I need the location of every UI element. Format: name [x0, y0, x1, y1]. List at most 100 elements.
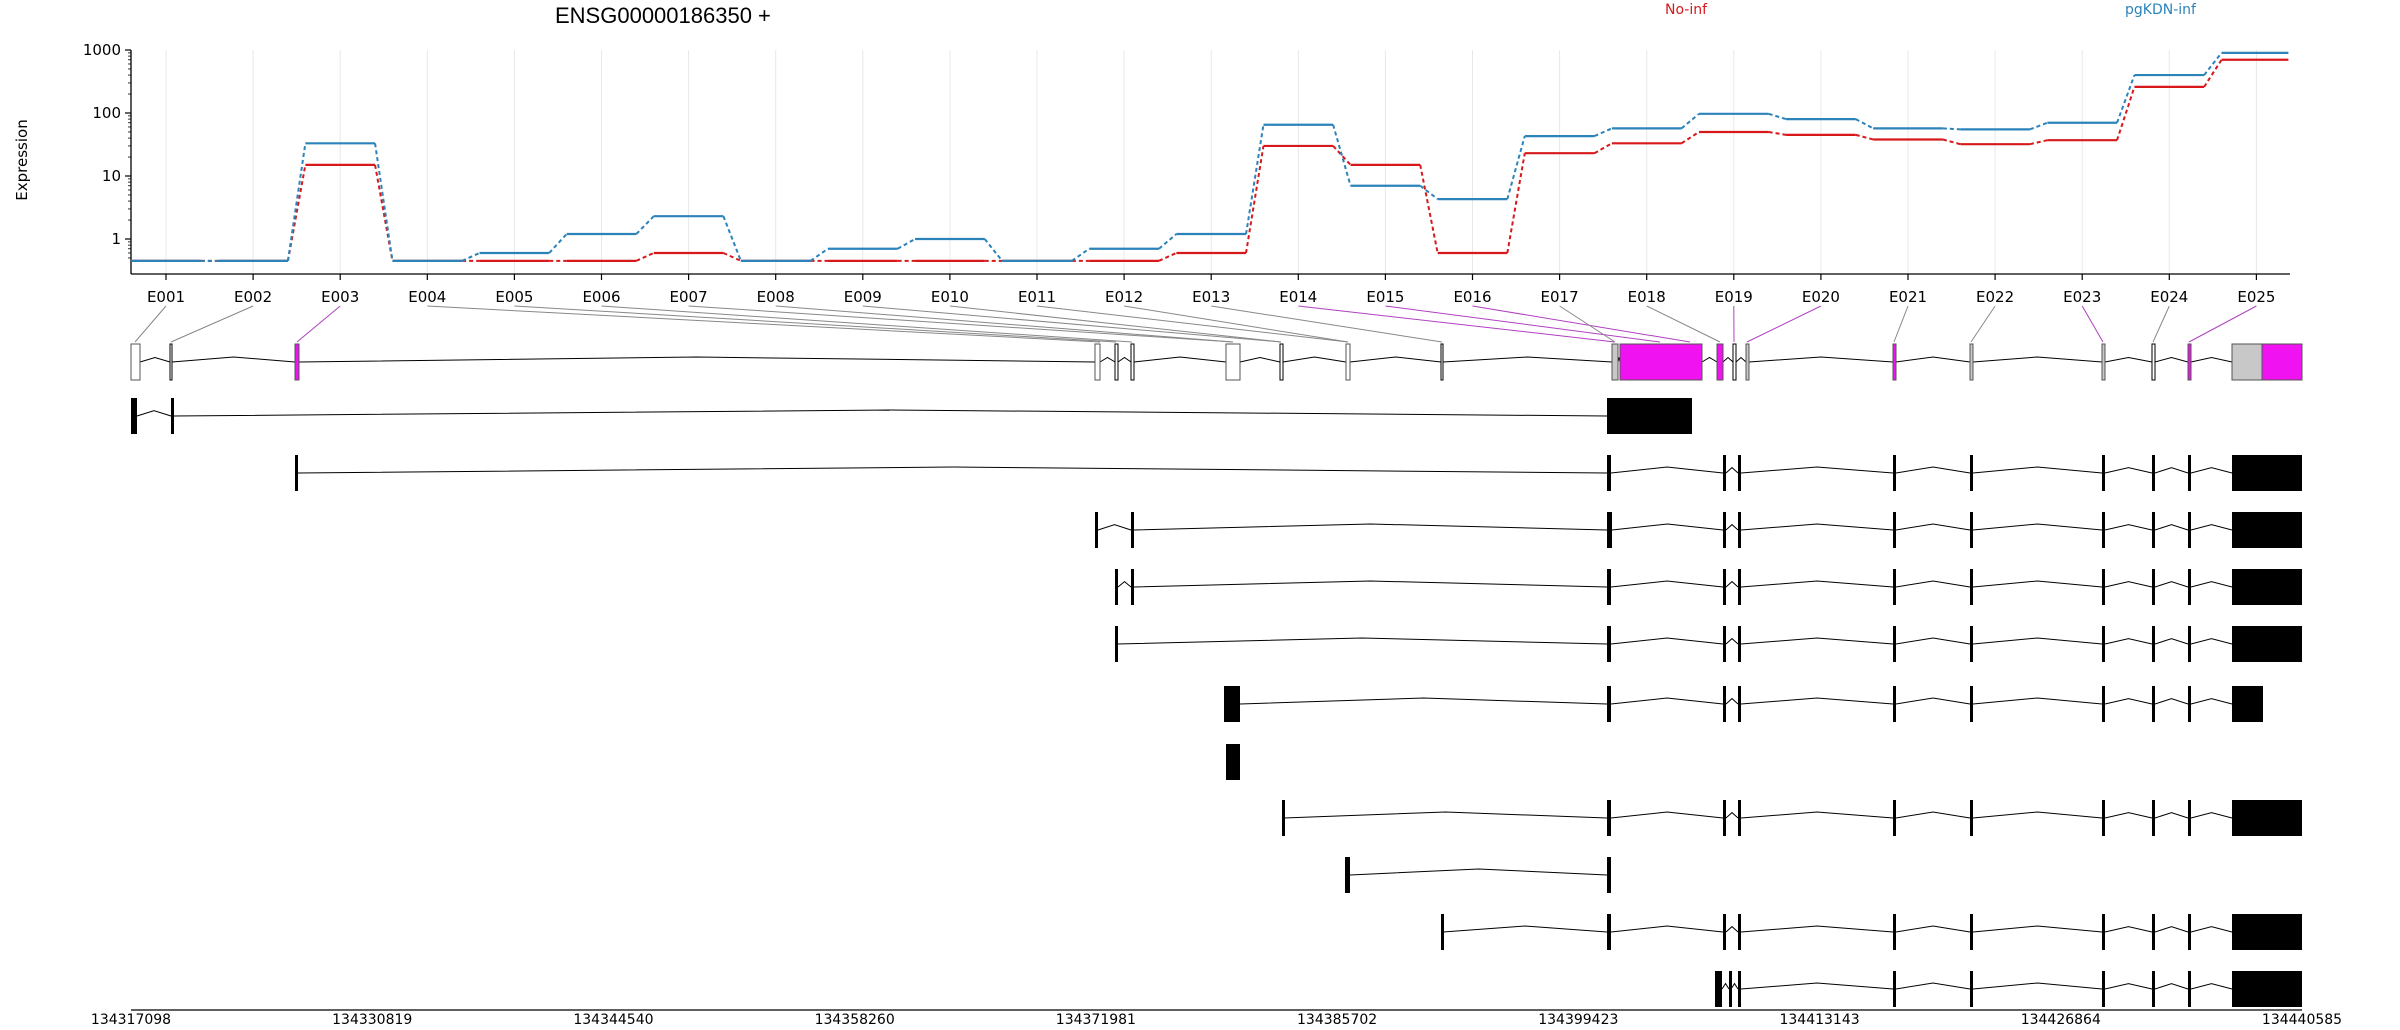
transcript-exon: [2232, 569, 2302, 605]
x-tick-label: E022: [1976, 288, 2014, 306]
intron-line: [2190, 581, 2233, 588]
intron-line: [2154, 524, 2189, 531]
intron-line: [1972, 811, 2103, 819]
data-transition: [1768, 112, 1787, 121]
transcript-4: [1115, 569, 2302, 605]
transcript-exon: [2102, 626, 2105, 662]
coord-tick-label: 134371981: [1056, 1012, 1136, 1028]
intron-line: [2154, 356, 2189, 363]
intron-line: [297, 466, 1608, 474]
data-transition: [374, 164, 394, 262]
intron-line: [1239, 697, 1608, 705]
coord-tick-label: 134385702: [1297, 1012, 1377, 1028]
gene-model-exon: [1611, 343, 1619, 381]
intron-line: [1972, 580, 2103, 588]
y-tick-label: 1: [111, 230, 121, 248]
intron-line: [1895, 982, 1971, 990]
intron-line: [1895, 925, 1971, 933]
data-transition: [1245, 145, 1265, 254]
transcript-6: [1224, 686, 2263, 722]
intron-line: [1895, 356, 1971, 363]
transcript-exon: [1282, 800, 1285, 836]
intron-line: [2154, 698, 2189, 705]
intron-line: [2190, 983, 2233, 990]
data-transition: [2203, 59, 2223, 88]
intron-line: [171, 356, 296, 363]
intron-line: [1972, 697, 2103, 705]
transcript-exon: [1893, 914, 1896, 950]
gene-model-exon: [130, 343, 141, 381]
x-tick-label: E016: [1453, 288, 1491, 306]
exon-link: [1036, 305, 1349, 343]
intron-line: [1701, 356, 1718, 363]
transcript-exon: [1893, 569, 1896, 605]
transcript-1: [131, 398, 1692, 434]
intron-line: [1133, 523, 1608, 531]
gene-model-exon: [1130, 343, 1135, 381]
gene-model-exon: [294, 343, 300, 381]
expression-lines: [131, 51, 2289, 262]
coord-tick-label: 134358260: [815, 1012, 895, 1028]
exon-link: [1646, 305, 1721, 343]
transcript-exon: [131, 398, 137, 434]
intron-line: [2190, 638, 2233, 645]
data-transition: [635, 215, 655, 235]
transcript-exon: [1723, 455, 1726, 491]
intron-line: [1740, 925, 1894, 933]
x-tick-label: E007: [670, 288, 708, 306]
transcript-exon: [1115, 626, 1118, 662]
intron-line: [1972, 982, 2103, 990]
data-transition: [1680, 113, 1700, 130]
x-tick-label: E019: [1715, 288, 1753, 306]
transcript-exon: [2152, 626, 2155, 662]
intron-line: [1725, 925, 1739, 933]
transcript-exon: [1893, 626, 1896, 662]
transcript-exon: [1738, 626, 1741, 662]
transcript-exon: [1970, 686, 1973, 722]
x-tick-label: E004: [408, 288, 446, 306]
data-transition: [983, 238, 1003, 262]
transcript-exon: [1607, 686, 1611, 722]
intron-line: [1740, 697, 1894, 705]
coord-tick-label: 134344540: [573, 1012, 653, 1028]
gene-model-exon: [2187, 343, 2192, 381]
intron-line: [1099, 356, 1116, 363]
transcript-exon: [171, 398, 174, 434]
intron-line: [2154, 638, 2189, 645]
transcript-exon: [2232, 512, 2302, 548]
transcript-exon: [1893, 455, 1896, 491]
data-transition: [2203, 52, 2223, 76]
intron-line: [1725, 523, 1739, 531]
gene-model-exon: [1440, 343, 1444, 381]
gene-model-exon: [1345, 343, 1351, 381]
intron-line: [1349, 356, 1442, 363]
intron-line: [1735, 356, 1747, 363]
intron-line: [139, 356, 171, 363]
transcript-exon: [1970, 914, 1973, 950]
transcript-exon: [2102, 569, 2105, 605]
transcript-exon: [1095, 512, 1098, 548]
x-tick-label: E011: [1018, 288, 1056, 306]
gene-model-exon: [2101, 343, 2106, 381]
intron-line: [1133, 580, 1608, 588]
exon-link: [296, 305, 341, 343]
intron-line: [1740, 580, 1894, 588]
series-No-inf: [131, 58, 2289, 262]
data-transition: [1942, 138, 1961, 146]
transcript-exon: [2102, 800, 2105, 836]
intron-line: [1725, 697, 1739, 705]
intron-line: [1610, 811, 1724, 819]
intron-line: [2154, 926, 2189, 933]
intron-line: [1117, 580, 1132, 588]
coord-tick-label: 134399423: [1538, 1012, 1618, 1028]
intron-line: [1722, 356, 1734, 363]
intron-line: [1895, 523, 1971, 531]
transcript-exon: [1723, 800, 1726, 836]
intron-line: [1282, 356, 1347, 363]
data-transition: [1419, 184, 1439, 200]
transcript-exon: [1738, 971, 1741, 1007]
x-tick-label: E023: [2063, 288, 2101, 306]
x-tick-label: E017: [1541, 288, 1579, 306]
transcript-exon: [1970, 971, 1973, 1007]
